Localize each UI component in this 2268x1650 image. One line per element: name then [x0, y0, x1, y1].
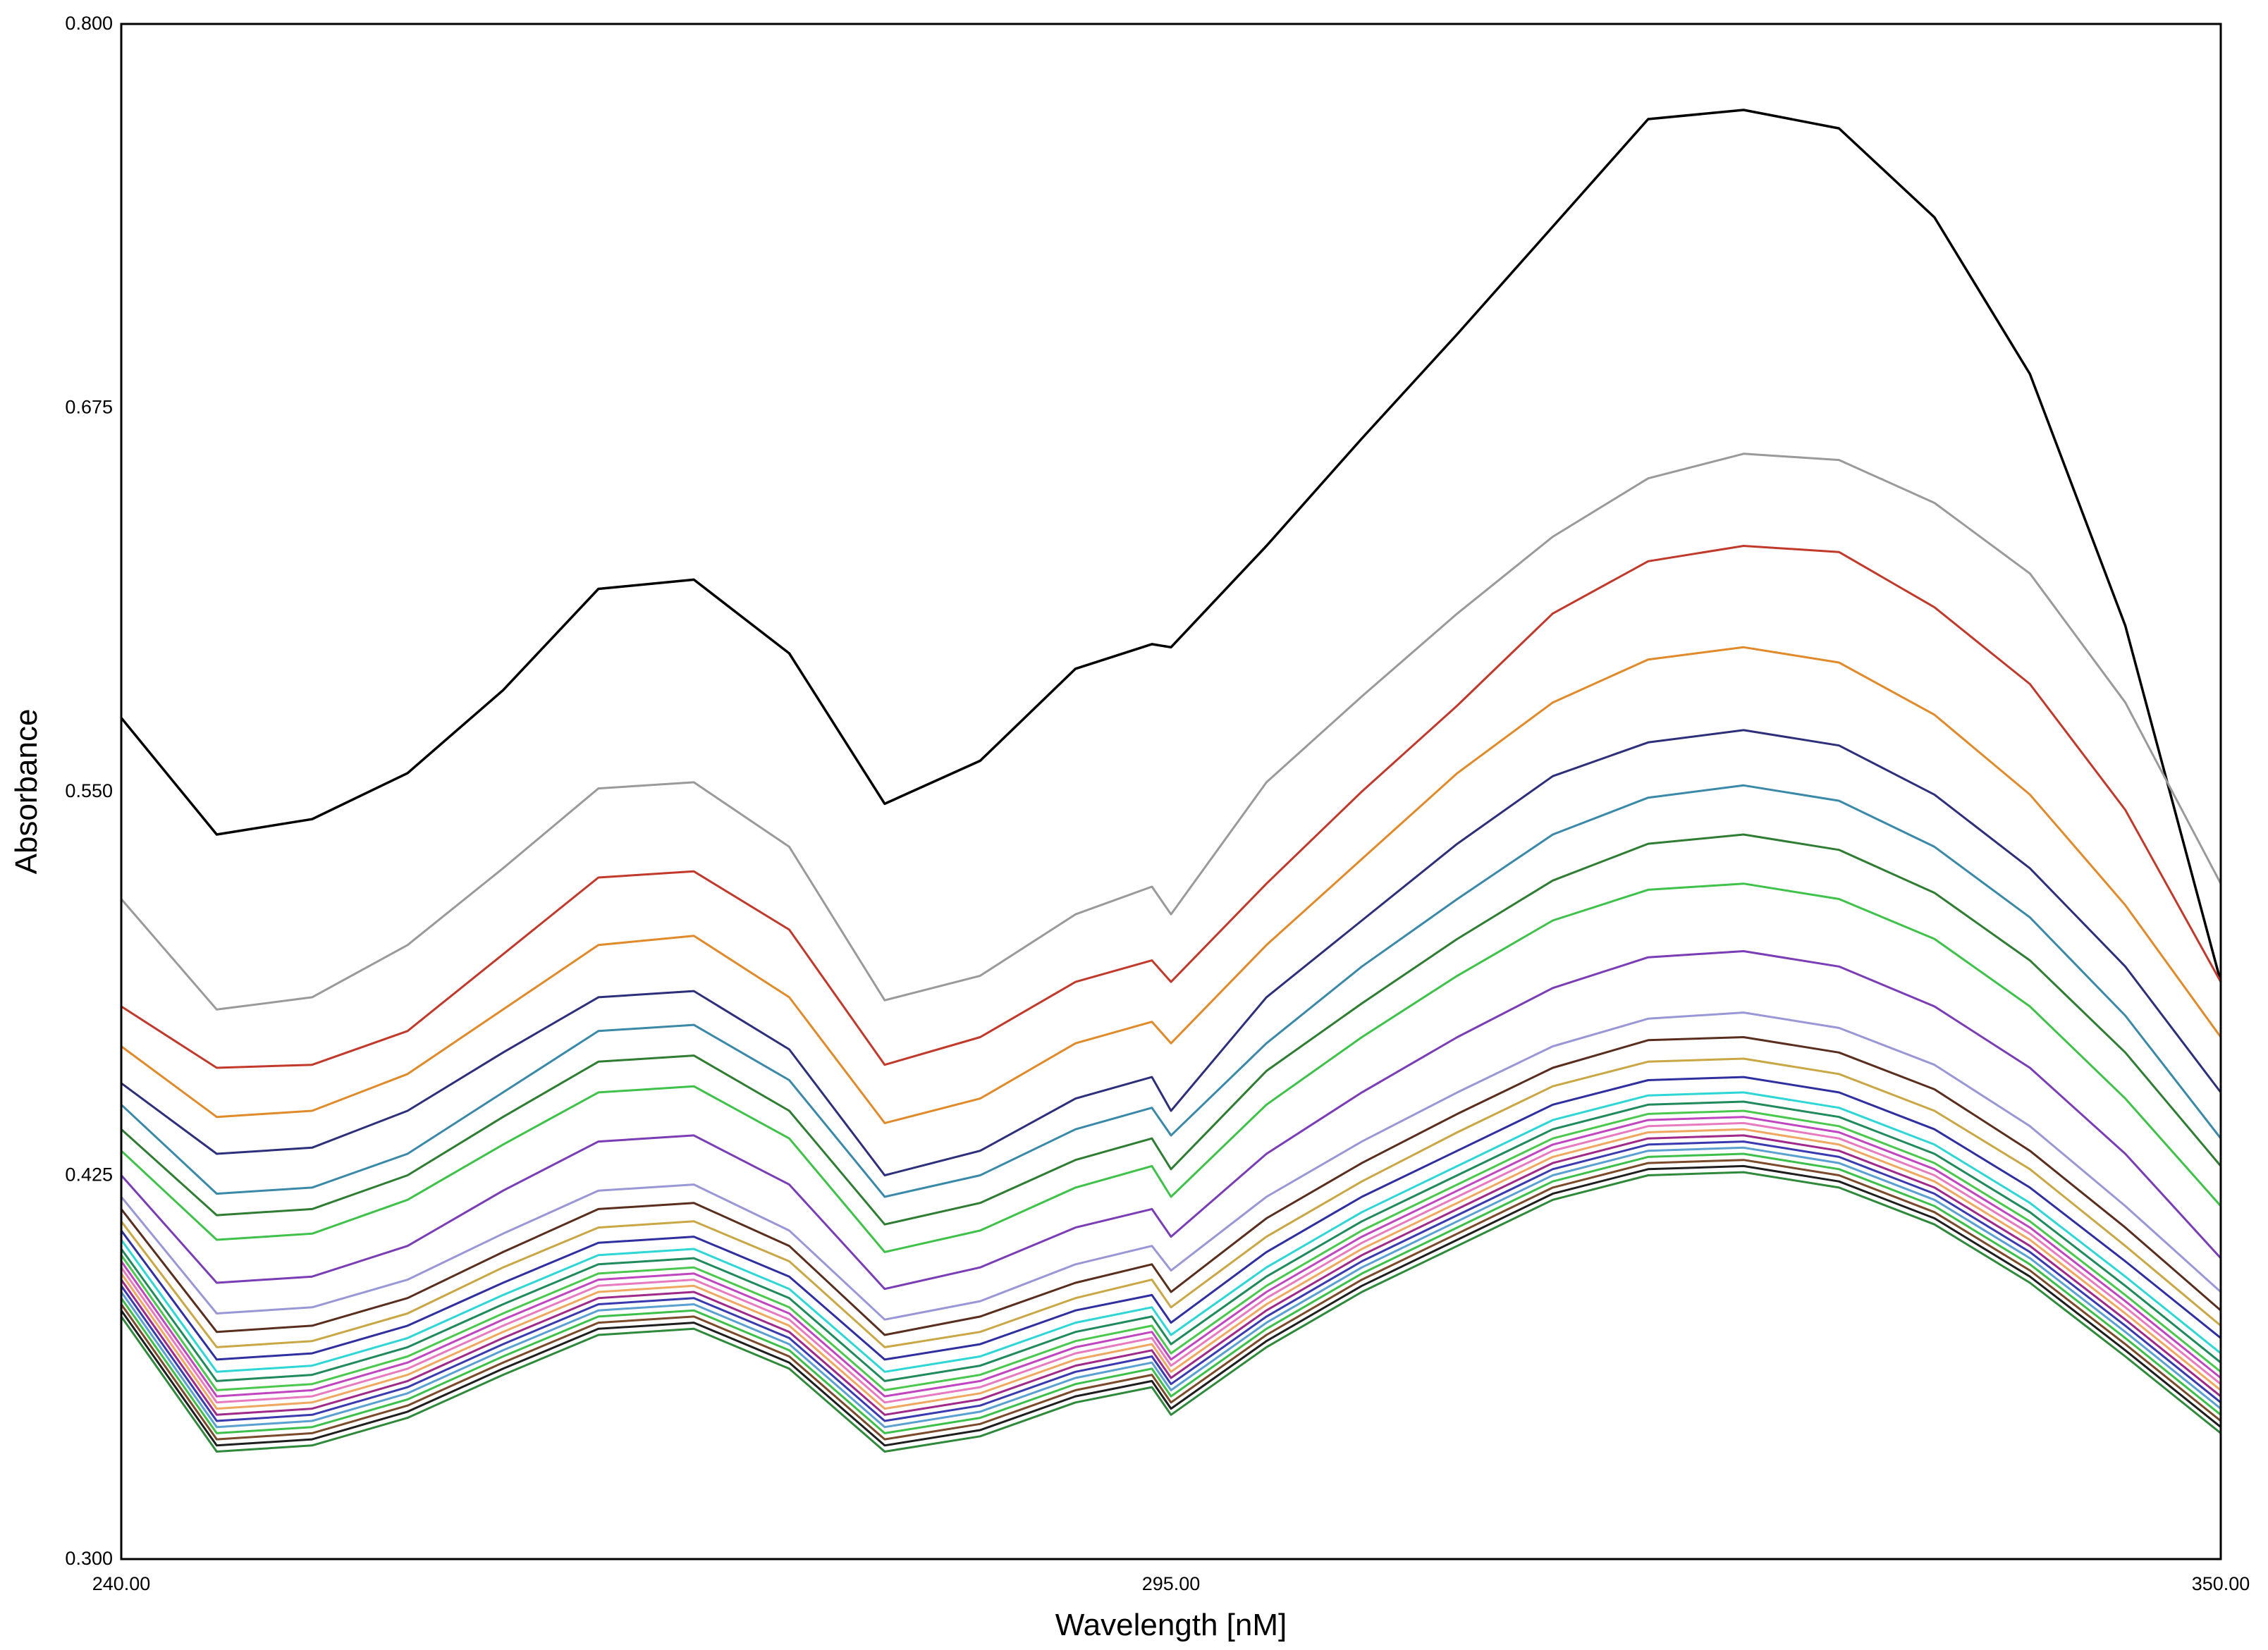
series-line-10 — [120, 1011, 2222, 1321]
series-line-22 — [120, 1146, 2221, 1429]
series-line-19 — [120, 1128, 2221, 1410]
series-line-15 — [120, 1100, 2221, 1382]
series-line-18 — [120, 1121, 2221, 1404]
series-line-16 — [120, 1109, 2221, 1391]
series-line-25 — [120, 1164, 2221, 1447]
series-line-20 — [120, 1134, 2221, 1416]
y-axis-label: Absorbance — [9, 709, 44, 875]
series-line-9 — [120, 950, 2222, 1291]
series-line-8 — [120, 882, 2222, 1253]
x-tick-label: 350.00 — [2192, 1573, 2250, 1594]
y-tick-label: 0.550 — [65, 780, 113, 801]
series-line-21 — [120, 1140, 2221, 1422]
x-tick-label: 240.00 — [92, 1573, 151, 1594]
series-line-5 — [121, 729, 2222, 1176]
series-line-4 — [121, 646, 2222, 1124]
series-line-17 — [120, 1116, 2221, 1398]
series-line-14 — [120, 1091, 2221, 1373]
x-axis-label: Wavelength [nM] — [1055, 1608, 1287, 1642]
y-tick-label: 0.800 — [65, 13, 113, 34]
series-line-26 — [120, 1171, 2221, 1453]
series-line-23 — [120, 1152, 2221, 1434]
x-tick-label: 295.00 — [1142, 1573, 1201, 1594]
series-line-6 — [120, 784, 2222, 1198]
series-line-12 — [120, 1057, 2221, 1348]
series-line-24 — [120, 1159, 2221, 1441]
series-line-11 — [120, 1036, 2221, 1336]
series-line-2 — [120, 452, 2222, 1011]
series-line-3 — [121, 545, 2222, 1069]
series-line-7 — [120, 833, 2222, 1226]
plot-frame — [120, 23, 2222, 1560]
series-line-1 — [120, 109, 2222, 983]
series-layer — [120, 109, 2222, 1453]
series-line-13 — [120, 1076, 2221, 1361]
tick-layer: 0.300 0.425 0.550 0.675 0.800 240.00 295.00 350… — [65, 13, 2250, 1594]
y-tick-label: 0.300 — [65, 1548, 113, 1569]
y-tick-label: 0.425 — [65, 1164, 113, 1186]
y-tick-label: 0.675 — [65, 397, 113, 418]
